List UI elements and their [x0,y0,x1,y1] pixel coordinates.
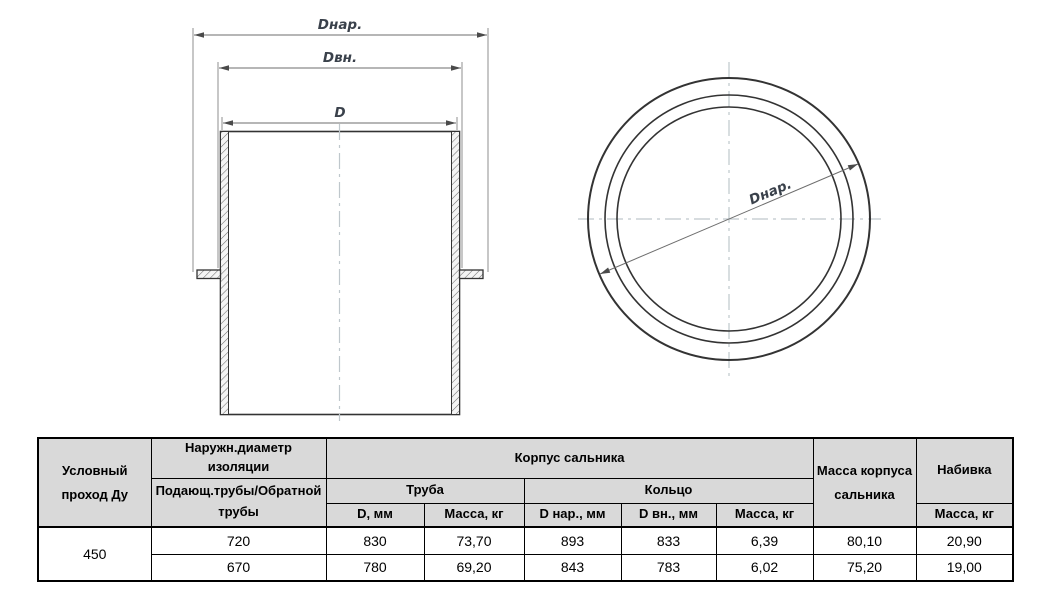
header-gland-body-group: Корпус сальника [325,437,814,479]
header-insulation-diameter: Наружн.диаметр изоляции [150,437,327,479]
cylinder-wall-left [220,131,229,415]
diagonal-arrowhead-lower [600,267,611,274]
spec-table: Условный проход Ду Наружн.диаметр изоляц… [37,437,1015,582]
top-view-drawing: Dнар. [578,62,881,378]
header-row-3: D, мм Масса, кг D нар., мм D вн., мм Мас… [38,502,1014,528]
header-row-2: Подающ.трубы/Обратной трубы Труба Кольцо [38,477,1013,528]
table-row: 670 780 69,20 843 783 6,02 75,20 19,00 [38,553,1014,582]
dim-label-outer-diameter: Dнар. [318,17,362,33]
header-pipe-mass: Масса, кг [423,502,525,528]
cell-ring-mass: 6,39 [715,526,814,555]
cell-pipe-mass: 73,70 [423,526,525,555]
table-row: 450 720 830 73,70 893 833 6,39 80,10 20,… [37,526,1014,582]
header-ring-mass: Масса, кг [715,502,814,528]
header-gland-mass: Масса корпуса сальника [812,437,917,528]
header-packing-mass: Масса, кг [915,502,1014,528]
header-supply-return-pipe: Подающ.трубы/Обратной трубы [150,477,327,528]
cell-packing-mass: 19,00 [915,553,1014,582]
cell-pipe-d: 830 [325,526,425,555]
dim-label-topview-outer: Dнар. [747,176,794,208]
cell-ring-d-outer: 843 [523,553,622,582]
cell-ring-d-outer: 893 [523,526,622,555]
header-pipe-group: Труба [325,477,525,504]
cell-insulation: 720 [150,526,327,555]
header-nominal-bore: Условный проход Ду [37,437,152,528]
cell-pipe-d: 780 [325,553,425,582]
cell-ring-mass: 6,02 [715,553,814,582]
lug-right [458,269,484,280]
header-pipe-d: D, мм [325,502,425,528]
cylinder-wall-right [451,131,460,415]
header-packing: Набивка [915,437,1014,504]
cell-du: 450 [37,526,152,582]
header-ring-d-outer: D нар., мм [523,502,622,528]
cell-gland-mass: 75,20 [812,553,917,582]
dim-label-d: D [334,105,345,121]
lug-left [196,269,222,280]
cell-insulation: 670 [150,553,327,582]
cell-packing-mass: 20,90 [915,526,1014,555]
header-ring-d-inner: D вн., мм [620,502,717,528]
cell-ring-d-inner: 783 [620,553,717,582]
circle-inner [616,106,842,332]
cell-pipe-mass: 69,20 [423,553,525,582]
cell-ring-d-inner: 833 [620,526,717,555]
circle-outer [587,77,871,361]
header-ring-group: Кольцо [523,477,814,504]
diagonal-arrowhead-upper [847,164,858,171]
dim-label-inner-diameter: Dвн. [323,50,357,66]
technical-drawing: Dнар. Dвн. D 450 Dнар. [192,17,881,421]
side-view-drawing: Dнар. Dвн. D 450 [192,17,489,421]
cell-gland-mass: 80,10 [812,526,917,555]
dim-line-diagonal [599,163,859,275]
header-row-1: Условный проход Ду Наружн.диаметр изоляц… [37,437,1014,528]
extension-lines [192,28,489,272]
circle-middle [604,94,854,344]
